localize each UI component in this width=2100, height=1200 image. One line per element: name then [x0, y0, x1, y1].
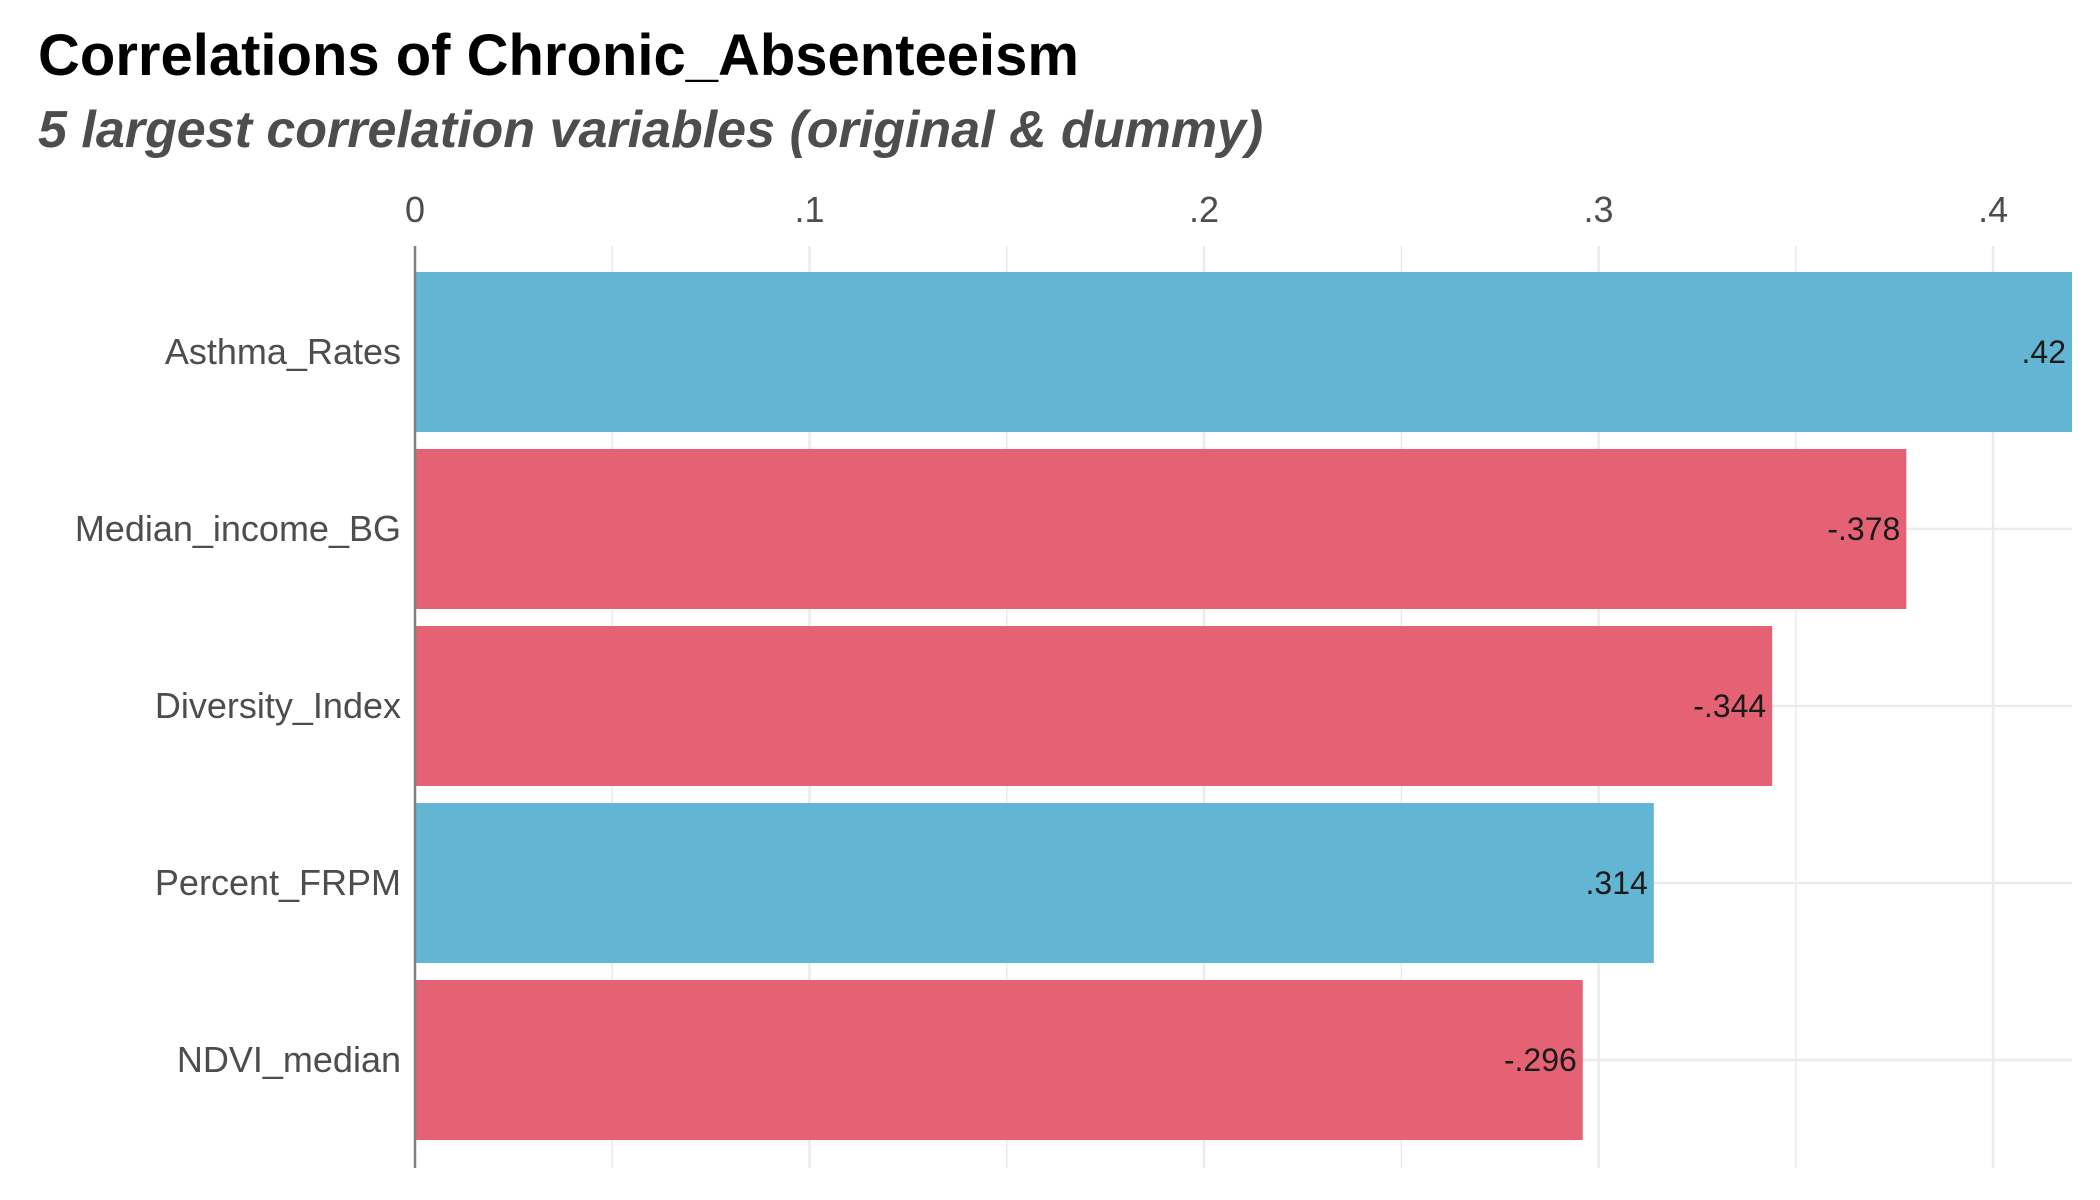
bar-median-income-bg — [415, 449, 1907, 609]
value-label: -.378 — [1827, 511, 1900, 547]
category-label: Median_income_BG — [75, 508, 401, 549]
x-tick-label: .2 — [1189, 189, 1219, 230]
x-tick-label: .1 — [795, 189, 825, 230]
x-tick-label: 0 — [405, 189, 425, 230]
bar-ndvi-median — [415, 980, 1583, 1140]
bar-percent-frpm — [415, 803, 1654, 963]
value-label: -.296 — [1504, 1042, 1577, 1078]
chart-title: Correlations of Chronic_Absenteeism — [38, 23, 1079, 88]
value-label: -.344 — [1693, 688, 1766, 724]
x-tick-label: .4 — [1978, 189, 2008, 230]
bar-diversity-index — [415, 626, 1773, 786]
value-label: .42 — [2022, 334, 2066, 370]
x-tick-label: .3 — [1584, 189, 1614, 230]
category-label: Percent_FRPM — [155, 862, 401, 903]
value-label: .314 — [1586, 865, 1648, 901]
category-label: NDVI_median — [177, 1039, 401, 1080]
labels: .42 Asthma_Rates -.378 Median_income_BG -.34… — [75, 189, 2066, 1080]
bar-asthma-rates — [415, 272, 2072, 432]
bars — [415, 272, 2072, 1140]
chart-subtitle: 5 largest correlation variables (origina… — [38, 101, 1264, 159]
category-label: Asthma_Rates — [165, 331, 401, 372]
category-label: Diversity_Index — [155, 685, 401, 726]
